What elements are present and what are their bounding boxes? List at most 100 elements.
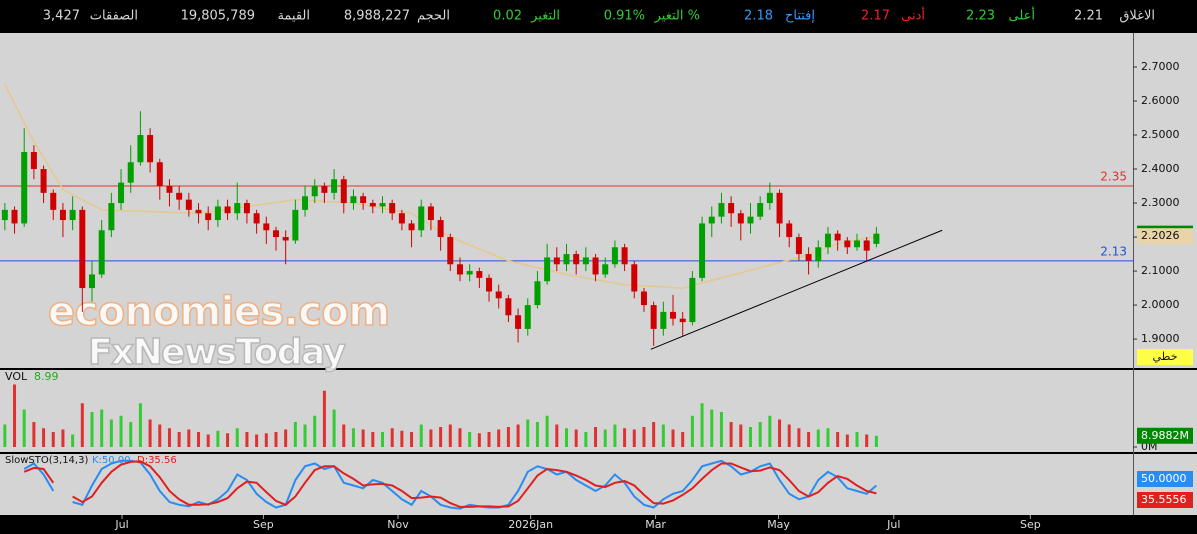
volume-bar — [477, 433, 481, 447]
volume-bar — [361, 429, 365, 447]
candle-body — [389, 203, 396, 214]
candle-body — [137, 135, 144, 163]
x-tick-label: 2026Jan — [508, 518, 553, 531]
panel-title: VOL — [5, 370, 28, 383]
watermark: economies.com — [48, 289, 390, 335]
candle-body — [505, 298, 512, 316]
candle-body — [79, 209, 86, 289]
volume-bar — [390, 428, 394, 447]
volume-bar — [410, 432, 414, 447]
volume-bar — [216, 430, 220, 447]
candle-body — [456, 264, 463, 275]
volume-bar — [671, 429, 675, 447]
volume-bar — [555, 424, 559, 447]
ma-last-label: 2.2026 — [1141, 229, 1180, 242]
volume-bar — [545, 415, 549, 447]
candle-body — [331, 179, 338, 193]
candle-body — [302, 196, 309, 210]
volume-bar — [632, 429, 636, 447]
candle-body — [292, 209, 299, 241]
candle-body — [224, 206, 231, 214]
x-tick-label: May — [767, 518, 790, 531]
candle-body — [30, 152, 37, 170]
candle-body — [214, 206, 221, 221]
candle-body — [757, 203, 764, 217]
candle-body — [640, 291, 647, 306]
candle-body — [737, 213, 744, 224]
volume-bar — [729, 422, 733, 447]
volume-bar — [100, 409, 104, 447]
candle-body — [534, 281, 541, 306]
candle-body — [176, 192, 183, 200]
volume-bar — [42, 428, 46, 447]
volume-bar — [197, 432, 201, 447]
volume-bar — [526, 419, 530, 447]
volume-bar — [574, 429, 578, 447]
candle-body — [824, 233, 831, 248]
candle-body — [466, 271, 473, 275]
volume-bar — [245, 432, 249, 447]
header-label: التغير % — [654, 9, 700, 24]
candle-body — [147, 135, 154, 163]
last-volume-label-box — [1137, 427, 1193, 444]
volume-bar — [874, 435, 878, 447]
candle-body — [708, 216, 715, 224]
watermark: FxNewsToday — [88, 332, 346, 373]
candle-body — [118, 182, 125, 204]
candle-body — [815, 247, 822, 261]
volume-bar — [3, 424, 7, 447]
candle-body — [156, 162, 163, 187]
x-tick-label: Jul — [114, 518, 128, 531]
last-value-label-box — [1137, 492, 1193, 508]
candle-body — [834, 233, 841, 241]
candle-body — [369, 203, 376, 207]
candle-body — [495, 291, 502, 299]
candle-body — [253, 213, 260, 224]
header-value: 2.21 — [1074, 9, 1103, 24]
y-tick-label: 2.4000 — [1141, 162, 1180, 175]
header-value: 0.02 — [493, 9, 522, 24]
legend-label: D:35.56 — [137, 455, 177, 466]
moving-average — [4, 83, 877, 289]
volume-bar — [613, 424, 617, 447]
last-value-label-box — [1137, 471, 1193, 487]
last-value-label: 35.5556 — [1141, 493, 1187, 506]
volume-bar — [400, 430, 404, 447]
x-tick-label: Sep — [253, 518, 274, 531]
candle-body — [398, 213, 405, 224]
volume-bar — [487, 432, 491, 447]
header-label: الاغلاق — [1119, 9, 1155, 24]
volume-bar — [167, 428, 171, 447]
volume-bar — [381, 432, 385, 447]
volume-bar — [845, 434, 849, 447]
volume-bar — [22, 409, 26, 447]
volume-bar — [768, 415, 772, 447]
volume-bar — [778, 419, 782, 447]
candle-body — [379, 203, 386, 207]
volume-bar — [71, 434, 75, 447]
volume-bar — [826, 428, 830, 447]
volume-bar — [80, 403, 84, 447]
scale-button-label[interactable]: خطي — [1153, 350, 1178, 363]
candle-body — [699, 223, 706, 278]
candle-body — [427, 206, 434, 221]
level-label: 2.13 — [1100, 244, 1127, 258]
volume-bar — [342, 424, 346, 447]
volume-bar — [700, 403, 704, 447]
scale-button[interactable] — [1137, 349, 1193, 365]
volume-bar — [187, 429, 191, 447]
header-value: 2.18 — [744, 9, 773, 24]
header-label: التغير — [530, 9, 560, 24]
price-panel — [0, 33, 1197, 368]
volume-bar — [90, 412, 94, 447]
candle-body — [728, 203, 735, 214]
volume-bar — [13, 384, 17, 447]
header-value: 3,427 — [43, 9, 80, 24]
candle-body — [263, 223, 270, 231]
volume-bar — [623, 428, 627, 447]
volume-bar — [448, 424, 452, 447]
volume-bar — [32, 422, 36, 447]
header-value: 8,988,227 — [344, 9, 410, 24]
volume-bar — [739, 424, 743, 447]
